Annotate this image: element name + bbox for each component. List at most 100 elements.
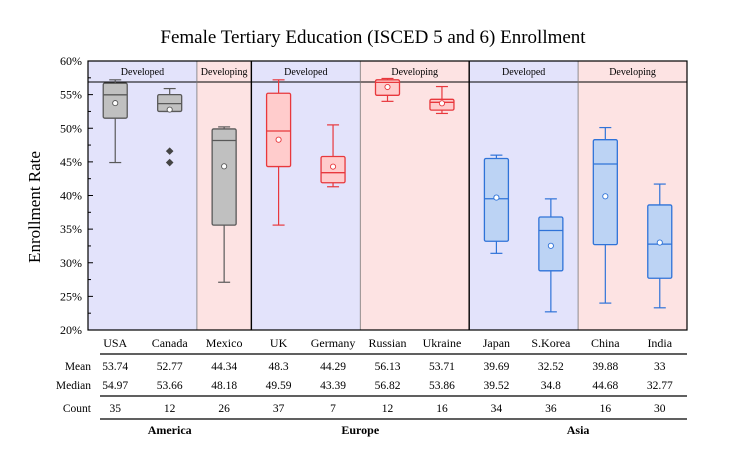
category-labels: USA Canada Mexico UK Germany Russian Ukraine Ja…	[103, 336, 673, 350]
cell-mean: 44.29	[320, 361, 346, 373]
y-tick-label: 40%	[60, 189, 82, 203]
cell-median: 53.86	[429, 380, 455, 392]
row-label-mean: Mean	[65, 361, 91, 373]
mean-marker	[329, 163, 337, 170]
cell-median: 49.59	[266, 380, 292, 392]
row-label-count: Count	[63, 403, 92, 415]
box-usa	[102, 79, 128, 164]
box-plots	[102, 77, 673, 313]
cell-median: 56.82	[375, 380, 401, 392]
cell-mean: 39.88	[592, 361, 618, 373]
cell-count: 16	[600, 403, 612, 415]
cell-count: 34	[491, 403, 503, 415]
box-uk	[265, 79, 292, 226]
cell-mean: 48.3	[269, 361, 289, 373]
outlier-point	[165, 147, 174, 155]
y-axis: 20% 25% 30% 35% 40% 45% 50% 55% 60%	[60, 54, 93, 337]
category-label: China	[591, 336, 620, 350]
cell-mean: 33	[654, 361, 666, 373]
cell-count: 37	[273, 403, 285, 415]
cell-mean: 44.34	[211, 361, 237, 373]
group-label: Asia	[567, 423, 590, 437]
cell-mean: 53.71	[429, 361, 455, 373]
cell-median: 39.52	[483, 380, 509, 392]
y-tick-label: 50%	[60, 121, 82, 135]
band-label: Developing	[609, 67, 656, 78]
cell-mean: 32.52	[538, 361, 564, 373]
band-label: Developing	[391, 67, 438, 78]
box-canada	[157, 87, 183, 167]
y-tick-label: 55%	[60, 88, 82, 102]
y-tick-label: 25%	[60, 289, 82, 303]
band-backgrounds: Developed Developing Developed Developing De…	[88, 61, 687, 330]
box-russian	[374, 77, 401, 102]
group-label: Europe	[341, 423, 379, 437]
cell-count: 30	[654, 403, 666, 415]
cell-median: 53.66	[157, 380, 183, 392]
mean-marker	[656, 239, 663, 246]
box-iqr	[592, 139, 618, 246]
cell-mean: 52.77	[157, 361, 183, 373]
category-label: Mexico	[206, 336, 243, 350]
box-ukraine	[429, 85, 455, 115]
mean-marker	[547, 242, 554, 249]
y-tick-label: 60%	[60, 54, 82, 68]
cell-mean: 53.74	[102, 361, 128, 373]
category-label: S.Korea	[531, 336, 571, 350]
category-label: Germany	[311, 336, 356, 350]
y-tick-label: 35%	[60, 222, 82, 236]
mean-marker	[275, 136, 282, 143]
mean-marker	[602, 193, 609, 200]
cell-count: 7	[330, 403, 336, 415]
category-label: Ukraine	[423, 336, 462, 350]
mean-marker	[493, 194, 500, 201]
y-axis-label: Enrollment Rate	[25, 151, 44, 263]
box-germany	[320, 124, 346, 188]
mean-marker	[221, 163, 228, 170]
box-india	[647, 183, 673, 309]
box-japan	[483, 154, 510, 254]
mean-marker	[438, 100, 446, 107]
group-label: America	[148, 423, 192, 437]
cell-median: 34.8	[541, 380, 561, 392]
box-mexico	[211, 126, 237, 283]
mean-marker	[112, 100, 119, 107]
cell-count: 16	[436, 403, 448, 415]
band-label: Developed	[284, 67, 327, 78]
band-label: Developed	[121, 67, 164, 78]
stats-table: Mean 53.74 52.77 44.34 48.3 44.29 56.13 53.71 39…	[56, 353, 687, 437]
cell-mean: 39.69	[483, 361, 509, 373]
cell-median: 44.68	[592, 380, 618, 392]
cell-count: 12	[164, 403, 176, 415]
cell-median: 32.77	[647, 380, 673, 392]
cell-count: 35	[109, 403, 121, 415]
category-label: India	[647, 336, 672, 350]
chart-title: Female Tertiary Education (ISCED 5 and 6…	[160, 27, 586, 48]
box-iqr	[211, 128, 237, 226]
category-label: Russian	[368, 336, 406, 350]
mean-marker	[166, 106, 173, 113]
cell-median: 48.18	[211, 380, 237, 392]
y-tick-label: 20%	[60, 323, 82, 337]
box-iqr	[265, 92, 292, 168]
box-skorea	[538, 198, 564, 313]
band-label: Developing	[201, 67, 248, 78]
cell-mean: 56.13	[375, 361, 401, 373]
category-label: USA	[103, 336, 127, 350]
cell-median: 54.97	[102, 380, 128, 392]
cell-count: 26	[218, 403, 230, 415]
cell-median: 43.39	[320, 380, 346, 392]
row-label-median: Median	[56, 380, 91, 392]
cell-count: 12	[382, 403, 394, 415]
category-label: UK	[270, 336, 288, 350]
category-label: Japan	[483, 336, 510, 350]
band-label: Developed	[502, 67, 545, 78]
outlier-point	[165, 158, 174, 167]
y-tick-label: 45%	[60, 155, 82, 169]
mean-marker	[384, 83, 391, 91]
category-label: Canada	[152, 336, 189, 350]
box-china	[592, 126, 618, 304]
y-tick-label: 30%	[60, 256, 82, 270]
cell-count: 36	[545, 403, 557, 415]
